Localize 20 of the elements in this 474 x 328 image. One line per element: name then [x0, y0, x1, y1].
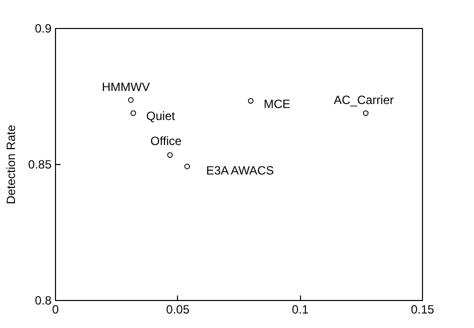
annotation: MCE	[264, 96, 290, 111]
point	[362, 110, 369, 116]
point	[184, 164, 190, 170]
x-tick-label: 0.1	[292, 302, 309, 316]
point	[128, 97, 134, 103]
annotation: Office	[150, 134, 182, 148]
y-axis-title: Detection Rate	[4, 124, 18, 204]
annotation: HMMWV	[102, 80, 150, 94]
y-tick-label: 0.85	[28, 158, 52, 172]
annotation: Quiet	[146, 109, 176, 124]
y-tick-label: 0.8	[34, 294, 52, 308]
annotation: E3A AWACS	[206, 163, 274, 178]
point	[248, 98, 254, 104]
y-tick-label: 0.9	[34, 22, 52, 36]
x-tick-label: 0.15	[410, 302, 434, 316]
x-tick-label: 0.05	[166, 302, 190, 316]
point	[130, 110, 136, 116]
point	[167, 152, 173, 158]
annotation: AC_Carrier	[334, 93, 394, 108]
x-tick-label: 0	[52, 302, 60, 316]
